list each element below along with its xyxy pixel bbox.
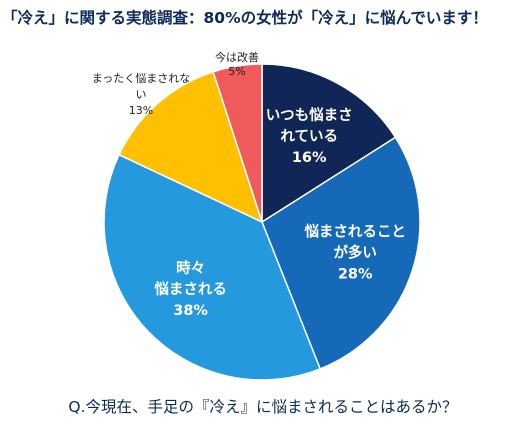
pie-slice-0 xyxy=(261,63,397,224)
pie-value-label-1: 28% xyxy=(338,266,373,282)
pie-labels: いつも悩まされている 16% 悩まされることが多い 28% 時々悩まされる 38% まったく… xyxy=(92,50,406,319)
pie-category-label-2: 時々 xyxy=(176,260,205,277)
pie-label-3: まったく悩まされない 13% xyxy=(92,71,191,117)
pie-value-label-4: 5% xyxy=(228,65,245,78)
pie-slices xyxy=(103,63,421,381)
pie-category-label-3: い xyxy=(136,88,147,101)
pie-slice-2 xyxy=(103,153,322,381)
pie-label-0: いつも悩まされている 16% xyxy=(266,106,353,166)
pie-value-label-0: 16% xyxy=(292,150,327,166)
pie-label-1: 悩まされることが多い 28% xyxy=(304,222,406,282)
chart-title: 「冷え」に関する実態調査：80%の女性が「冷え」に悩んでいます！ xyxy=(2,9,488,27)
pie-category-label-3: まったく悩まされな xyxy=(92,71,191,85)
survey-question: Q.今現在、手足の『冷え』に悩まされることはあるか？ xyxy=(68,398,458,416)
pie-slice-3 xyxy=(118,70,264,224)
pie-category-label-2: 悩まされる xyxy=(154,280,227,298)
pie-value-label-2: 38% xyxy=(173,303,208,319)
pie-category-label-1: が多い xyxy=(333,243,377,261)
pie-label-4: 今は改善 5% xyxy=(215,50,259,78)
pie-category-label-0: れている xyxy=(280,128,338,145)
pie-value-label-3: 13% xyxy=(129,104,153,117)
pie-label-2: 時々悩まされる 38% xyxy=(154,260,227,319)
pie-category-label-1: 悩まされること xyxy=(304,222,406,240)
pie-slice-4 xyxy=(212,63,263,223)
pie-category-label-0: いつも悩まさ xyxy=(266,106,353,124)
pie-category-label-4: 今は改善 xyxy=(215,50,259,64)
pie-slice-1 xyxy=(261,136,421,370)
